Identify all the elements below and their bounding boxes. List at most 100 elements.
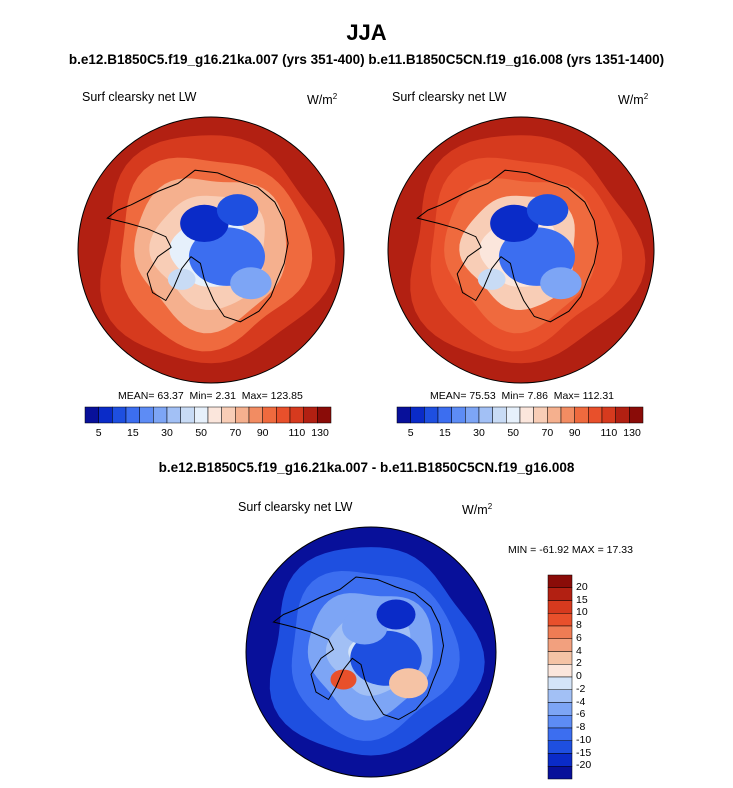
panel3-field-patch [330,669,357,690]
panel1-colorbar-box [317,406,332,424]
panel2-colorbar-box [465,406,480,424]
panel2-colorbar-tick: 30 [473,427,485,439]
panel1-colorbar-box [289,406,304,424]
panel3-map-border [245,526,497,778]
panel3-polar-map [245,526,497,778]
panel2-colorbar-box [506,406,521,424]
panel3-colorbar-box [547,740,573,754]
difference-title: b.e12.B1850C5.f19_g16.21ka.007 - b.e11.B… [158,460,575,475]
panel1-field-patch [180,204,229,243]
panel2-colorbar-box [533,406,548,424]
panel3-colorbar [547,574,573,780]
panel3-colorbar-box [547,753,573,767]
panel3-colorbar-box [547,689,573,703]
panel3-colorbar-tick: -20 [576,759,592,772]
panel2-coastline [416,169,599,323]
panel3-stats: MIN = -61.92 MAX = 17.33 [508,544,633,556]
panel2-colorbar-tick: 90 [568,427,581,439]
panel3-colorbar-tick: 2 [576,657,582,670]
panel2-field-patch [490,204,539,243]
panel3-colorbar-box [547,664,573,678]
panel3-min-value: -61.92 [539,544,569,556]
panel2-colorbar-box [560,406,575,424]
panel3-colorbar-box [547,766,573,780]
panel2-colorbar-box [410,406,425,424]
panel3-colorbar-tick: 4 [576,644,582,657]
panel1-field-patch [167,268,196,290]
panel1-colorbar-box [166,406,181,424]
panel3-colorbar-box [547,574,573,588]
panel2-colorbar-tick: 70 [541,427,554,439]
panel3-colorbar-tick: 20 [576,580,588,593]
panel3-colorbar-box [547,613,573,627]
panel1-coastline [106,169,289,323]
panel2-field-patch [540,267,582,300]
panel2-colorbar-box [629,406,644,424]
panel2-colorbar-tick: 15 [438,427,451,439]
panel1-colorbar-box [276,406,291,424]
panel1-colorbar-tick: 50 [195,427,207,439]
panel2-map-border [387,116,655,384]
panel3-colorbar-box [547,587,573,601]
panel2-field-patch [526,194,569,227]
panel2-colorbar-box [547,406,562,424]
panel3-max-value: 17.33 [606,544,633,556]
panel3-colorbar-tick: 0 [576,670,582,682]
panel3-colorbar-tick: 10 [576,606,588,619]
panel2-colorbar-box [588,406,603,424]
panel3-colorbar-box [547,715,573,729]
panel1-field-patch [230,267,272,300]
panel1-colorbar-box [153,406,168,424]
panel3-variable-label: Surf clearsky net LW [238,500,353,514]
panel1-colorbar [84,406,332,424]
panel2-colorbar-tick: 5 [407,427,414,439]
panel1-colorbar-box [262,406,277,424]
panel3-field-patch [342,609,388,645]
panel1-variable-label: Surf clearsky net LW [82,90,197,104]
panel2-colorbar-box [451,406,466,424]
panel1-colorbar-tick: 5 [95,427,102,439]
figure-subtitle: b.e12.B1850C5.f19_g16.21ka.007 (yrs 351-… [68,52,665,67]
panel2-colorbar-tick: 130 [623,427,641,439]
panel3-colorbar-box [547,625,573,639]
panel2-colorbar-box [601,406,616,424]
panel3-colorbar-tick: -4 [576,695,586,708]
panel1-units: W/m2 [307,92,338,108]
panel2-colorbar-box [396,406,411,424]
panel3-colorbar-tick: -10 [576,733,592,746]
panel3-colorbar-box [547,727,573,741]
panel2-colorbar-box [478,406,493,424]
panel2-colorbar-box [574,406,589,424]
panel1-colorbar-box [180,406,195,424]
panel1-colorbar-tick: 15 [126,427,139,439]
panel3-colorbar-tick: 15 [576,593,588,606]
panel1-max-value: 123.85 [270,390,303,402]
panel1-stats: MEAN= 63.37 Min= 2.31 Max= 123.85 [118,390,303,402]
panel1-map-border [77,116,345,384]
panel3-colorbar-box [547,676,573,690]
panel1-polar-map [77,116,345,384]
panel1-colorbar-tick: 110 [288,427,306,439]
panel3-colorbar-tick: -6 [576,708,586,721]
panel1-colorbar-tick: 30 [161,427,173,439]
panel1-colorbar-box [112,406,127,424]
panel3-colorbar-box [547,651,573,665]
panel3-colorbar-box [547,600,573,614]
panel1-colorbar-box [98,406,113,424]
panel1-colorbar-tick: 90 [256,427,269,439]
panel2-variable-label: Surf clearsky net LW [392,90,507,104]
panel1-colorbar-box [235,406,250,424]
panel2-colorbar-box [424,406,439,424]
panel3-colorbar-box [547,702,573,716]
panel1-field-patch [216,194,259,227]
panel1-colorbar-box [194,406,209,424]
panel1-min-value: 2.31 [215,390,236,402]
panel1-colorbar-box [84,406,99,424]
panel2-stats: MEAN= 75.53 Min= 7.86 Max= 112.31 [430,390,615,402]
panel2-colorbar-box [437,406,452,424]
panel2-colorbar-box [615,406,630,424]
panel2-units: W/m2 [618,92,649,108]
panel2-polar-map [387,116,655,384]
panel3-colorbar-tick: 6 [576,631,582,644]
panel2-colorbar-box [492,406,507,424]
